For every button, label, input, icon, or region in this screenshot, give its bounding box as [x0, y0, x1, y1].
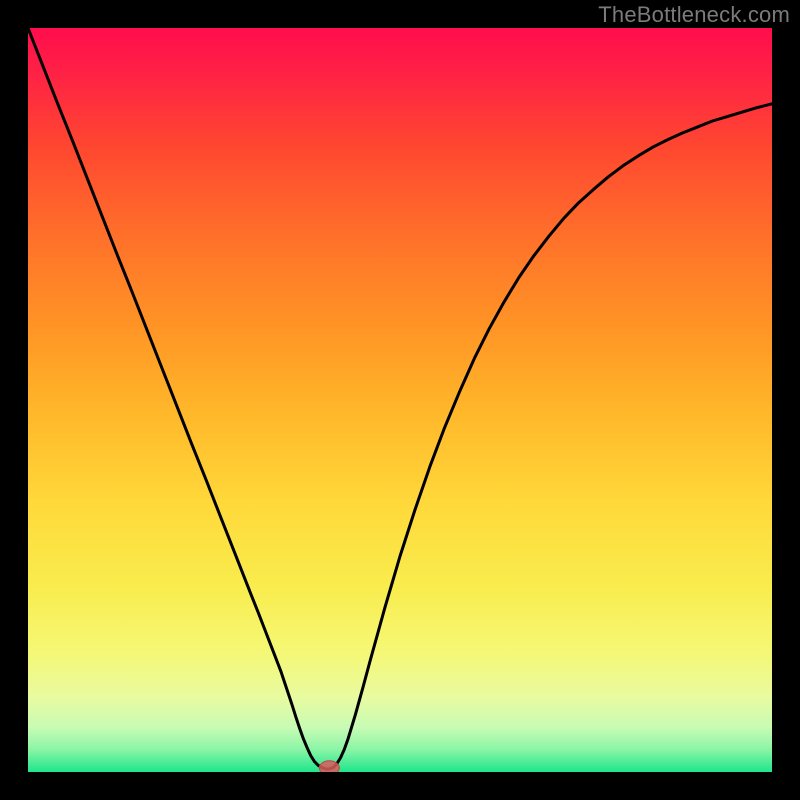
bottleneck-chart — [28, 28, 772, 772]
chart-background — [28, 28, 772, 772]
optimal-point-marker — [319, 761, 339, 772]
watermark-label: TheBottleneck.com — [598, 2, 790, 28]
